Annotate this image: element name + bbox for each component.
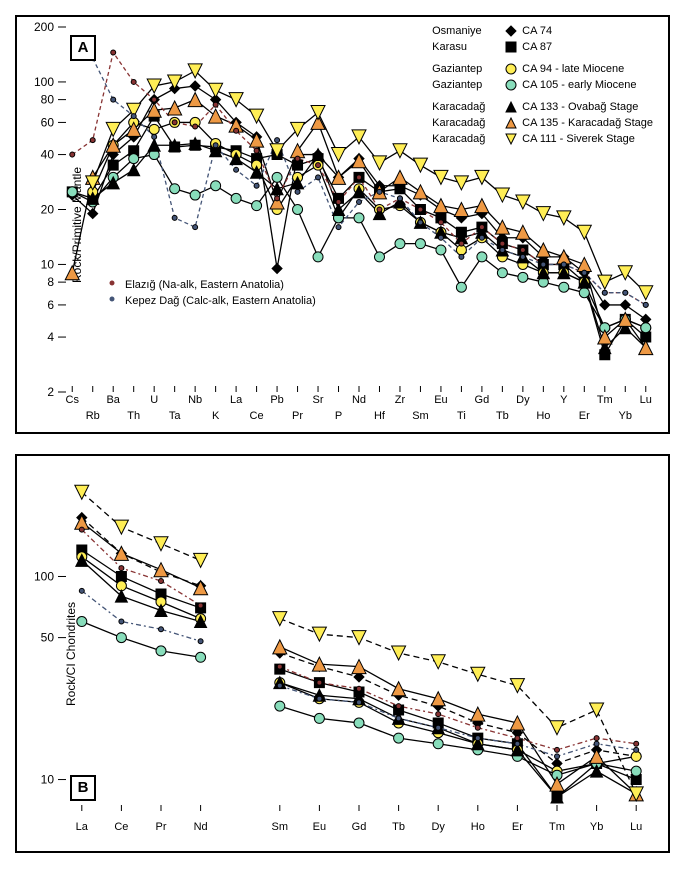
xtick-label: Ce xyxy=(114,821,128,833)
legend-row: Karasu CA 87 xyxy=(432,39,653,55)
xtick-label: Nd xyxy=(352,394,366,406)
xtick-label: Ta xyxy=(169,410,181,422)
xtick-label: Tb xyxy=(392,821,405,833)
svg-text:40: 40 xyxy=(41,148,55,162)
panel-a: A Rock/Primitive Mantle 2468102040608010… xyxy=(15,15,670,434)
xtick-label: Nd xyxy=(194,821,208,833)
xtick-label: Sm xyxy=(272,821,289,833)
xtick-label: Lu xyxy=(630,821,642,833)
xtick-label: Dy xyxy=(431,821,444,833)
xtick-label: Lu xyxy=(640,394,652,406)
xtick-label: Yb xyxy=(619,410,632,422)
xtick-label: Tb xyxy=(496,410,509,422)
svg-text:50: 50 xyxy=(41,631,55,645)
xtick-label: Er xyxy=(579,410,590,422)
svg-text:8: 8 xyxy=(47,275,54,289)
xtick-label: Sr xyxy=(313,394,324,406)
legend-row: Karacadağ CA 133 - Ovabağ Stage xyxy=(432,99,653,115)
panel-a-legend-small: Elazığ (Na-alk, Eastern Anatolia) Kepez … xyxy=(107,277,316,309)
legend-row: Gaziantep CA 105 - early Miocene xyxy=(432,77,653,93)
svg-text:80: 80 xyxy=(41,93,55,107)
xtick-label: La xyxy=(230,394,242,406)
panel-b-plot: 1050100 xyxy=(62,466,656,811)
xtick-label: Zr xyxy=(395,394,405,406)
xtick-label: Ti xyxy=(457,410,466,422)
xtick-label: Dy xyxy=(516,394,529,406)
legend-row: Osmaniye CA 74 xyxy=(432,23,653,39)
xtick-label: P xyxy=(335,410,342,422)
xtick-label: Pr xyxy=(292,410,303,422)
panel-a-legend-main: Osmaniye CA 74 Karasu CA 87 Gaziantep CA… xyxy=(432,23,653,147)
xtick-label: Eu xyxy=(434,394,447,406)
xtick-label: Eu xyxy=(313,821,326,833)
xtick-label: Ho xyxy=(471,821,485,833)
panel-b-xticks: La Ce Pr Nd Sm Eu Gd Tb Dy Ho Er Tm Yb Lu xyxy=(62,813,656,849)
legend-row-small: Kepez Dağ (Calc-alk, Eastern Anatolia) xyxy=(107,293,316,309)
panel-a-letter: A xyxy=(70,35,96,61)
xtick-label: Er xyxy=(512,821,523,833)
xtick-label: Y xyxy=(560,394,567,406)
panel-b-letter: B xyxy=(70,775,96,801)
panel-b: B Rock/CI Chondrites 1050100 LaCePrNdSmE… xyxy=(15,454,670,853)
xtick-label: Hf xyxy=(374,410,385,422)
xtick-label: Tm xyxy=(597,394,613,406)
xtick-label: Yb xyxy=(590,821,603,833)
panel-a-xticks: Cs Rb Ba Th U Ta Nb K La Ce Pb Pr Sr P Nd Hf Zr Sm Eu Ti Gd T… xyxy=(62,394,656,430)
legend-row-small: Elazığ (Na-alk, Eastern Anatolia) xyxy=(107,277,316,293)
xtick-label: K xyxy=(212,410,219,422)
svg-text:60: 60 xyxy=(41,115,55,129)
panel-b-svg: 1050100 xyxy=(62,466,656,811)
xtick-label: Ce xyxy=(250,410,264,422)
xtick-label: Th xyxy=(127,410,140,422)
xtick-label: Ba xyxy=(106,394,119,406)
xtick-label: Pb xyxy=(270,394,283,406)
legend-row: Gaziantep CA 94 - late Miocene xyxy=(432,61,653,77)
legend-row: Karacadağ CA 135 - Karacadağ Stage xyxy=(432,115,653,131)
svg-text:10: 10 xyxy=(41,773,55,787)
xtick-label: Sm xyxy=(412,410,429,422)
xtick-label: Pr xyxy=(156,821,167,833)
svg-text:200: 200 xyxy=(34,20,54,34)
xtick-label: U xyxy=(150,394,158,406)
svg-text:20: 20 xyxy=(41,203,55,217)
svg-text:6: 6 xyxy=(47,298,54,312)
xtick-label: Nb xyxy=(188,394,202,406)
svg-text:10: 10 xyxy=(41,257,55,271)
legend-row: Karacadağ CA 111 - Siverek Stage xyxy=(432,131,653,147)
svg-text:100: 100 xyxy=(34,75,54,89)
xtick-label: Gd xyxy=(352,821,367,833)
svg-text:100: 100 xyxy=(34,569,54,583)
xtick-label: La xyxy=(76,821,88,833)
xtick-label: Rb xyxy=(86,410,100,422)
xtick-label: Ho xyxy=(536,410,550,422)
xtick-label: Gd xyxy=(475,394,490,406)
svg-text:2: 2 xyxy=(47,385,54,399)
xtick-label: Cs xyxy=(66,394,79,406)
svg-text:4: 4 xyxy=(47,330,54,344)
xtick-label: Tm xyxy=(549,821,565,833)
